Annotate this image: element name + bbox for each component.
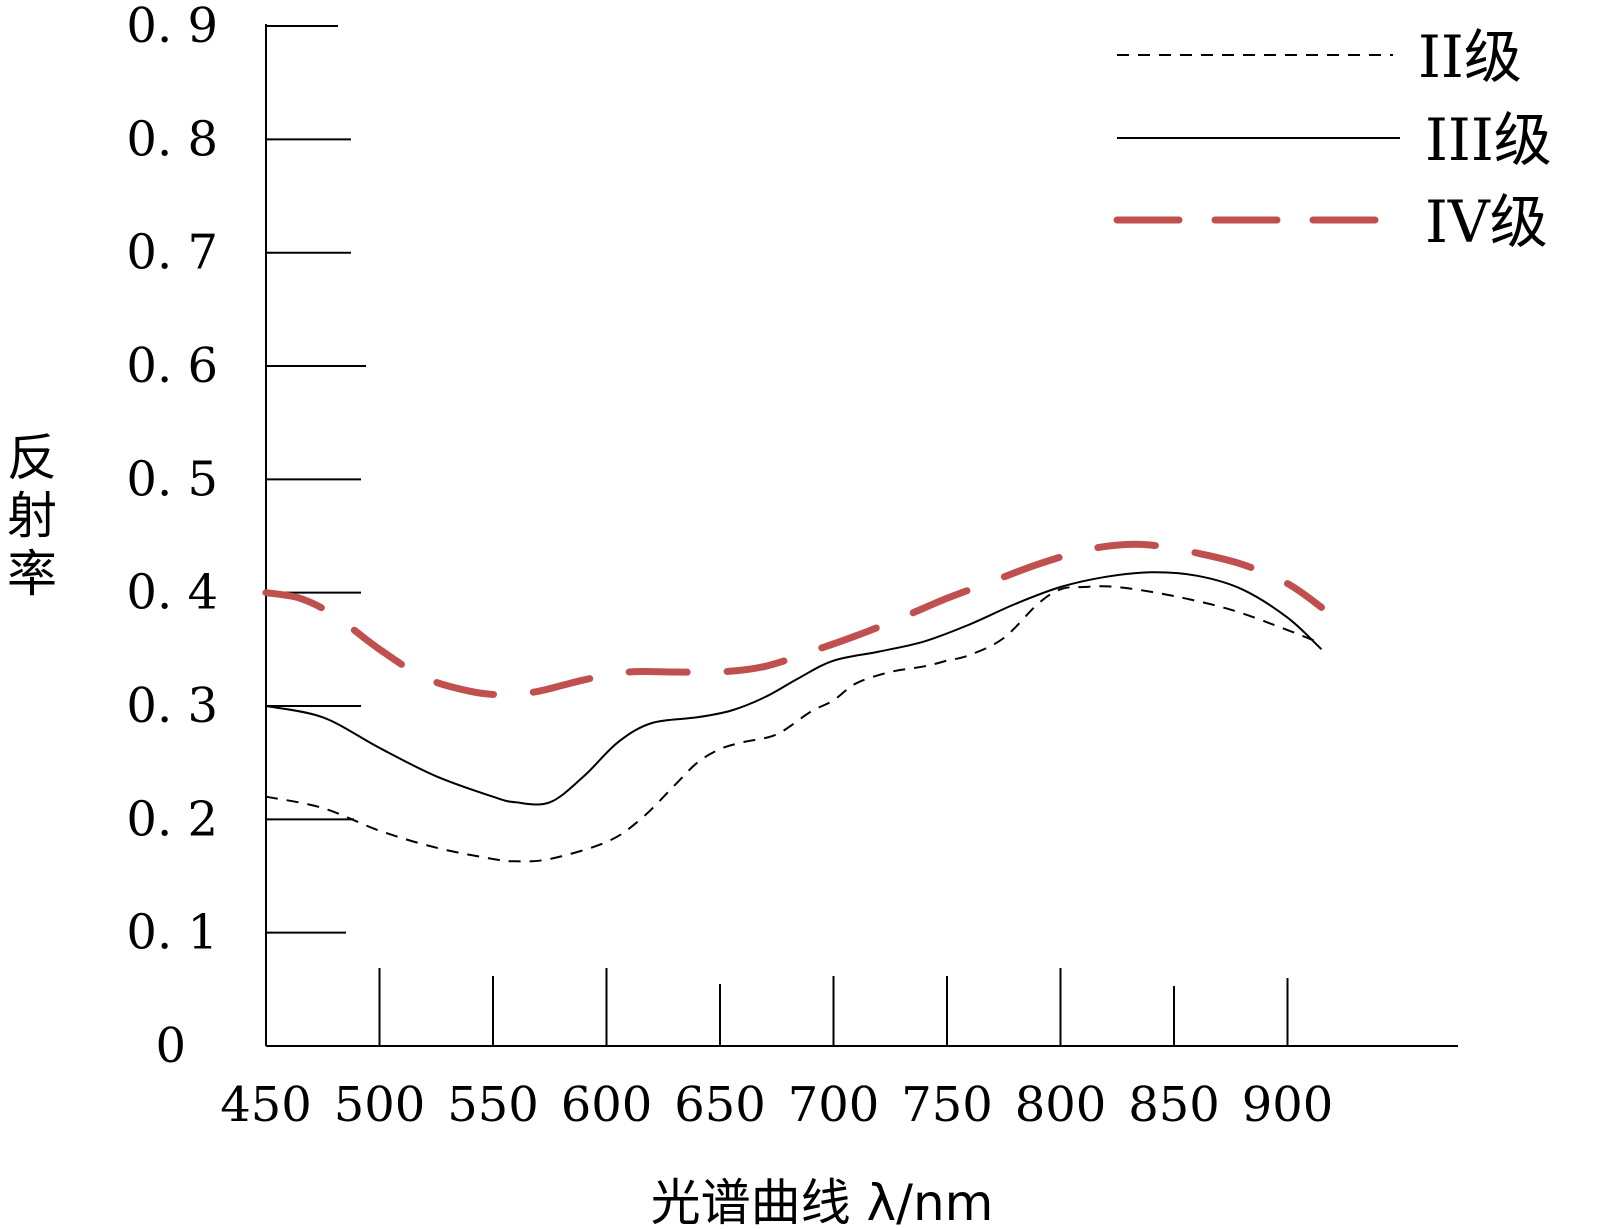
y-tick-label: 0. 1: [126, 905, 218, 961]
legend: II级 III级 IV级: [1113, 23, 1552, 256]
x-tick-label: 600: [561, 1077, 653, 1133]
y-axis-label-char: 射: [7, 487, 57, 545]
series-line-1: [265, 585, 1322, 863]
x-axis-label: 光谱曲线 λ/nm: [651, 1174, 994, 1229]
y-axis-label-char: 率: [7, 545, 57, 603]
y-tick-label: 0. 5: [126, 451, 218, 507]
y-tick-label: 0. 4: [126, 565, 218, 621]
x-tick-label: 450: [220, 1077, 312, 1133]
y-axis-label: 反射率: [7, 429, 57, 603]
x-tick-label: 900: [1242, 1077, 1334, 1133]
legend-label-2: III级: [1425, 106, 1552, 174]
x-tick-label: 550: [447, 1077, 539, 1133]
y-tick-label: 0: [155, 1018, 186, 1074]
ticks: [266, 25, 1289, 1046]
y-tick-label: 0. 9: [126, 0, 218, 54]
legend-label-1: II级: [1418, 23, 1522, 91]
x-tick-label: 650: [674, 1077, 766, 1133]
series-lines: [262, 540, 1325, 863]
axes: [265, 24, 1458, 1047]
axis-titles: 反射率 光谱曲线 λ/nm: [7, 429, 993, 1229]
x-tick-label: 700: [788, 1077, 880, 1133]
legend-label-3: IV级: [1425, 188, 1548, 256]
y-tick-label: 0. 7: [126, 225, 218, 281]
series-line-3: [262, 540, 1325, 699]
y-tick-label: 0. 3: [126, 678, 218, 734]
y-tick-label: 0. 6: [126, 338, 218, 394]
x-tick-label: 750: [901, 1077, 993, 1133]
y-tick-label: 0. 2: [126, 791, 218, 847]
tick-labels: 0 0. 1 0. 2 0. 3 0. 4 0. 5 0. 6 0. 7 0. 8 0. 9 450…: [126, 0, 1333, 1133]
x-tick-label: 850: [1128, 1077, 1220, 1133]
series-line-2: [265, 571, 1323, 806]
y-axis-label-char: 反: [7, 429, 57, 487]
y-tick-label: 0. 8: [126, 111, 218, 167]
x-tick-label: 500: [334, 1077, 426, 1133]
x-tick-label: 800: [1015, 1077, 1107, 1133]
